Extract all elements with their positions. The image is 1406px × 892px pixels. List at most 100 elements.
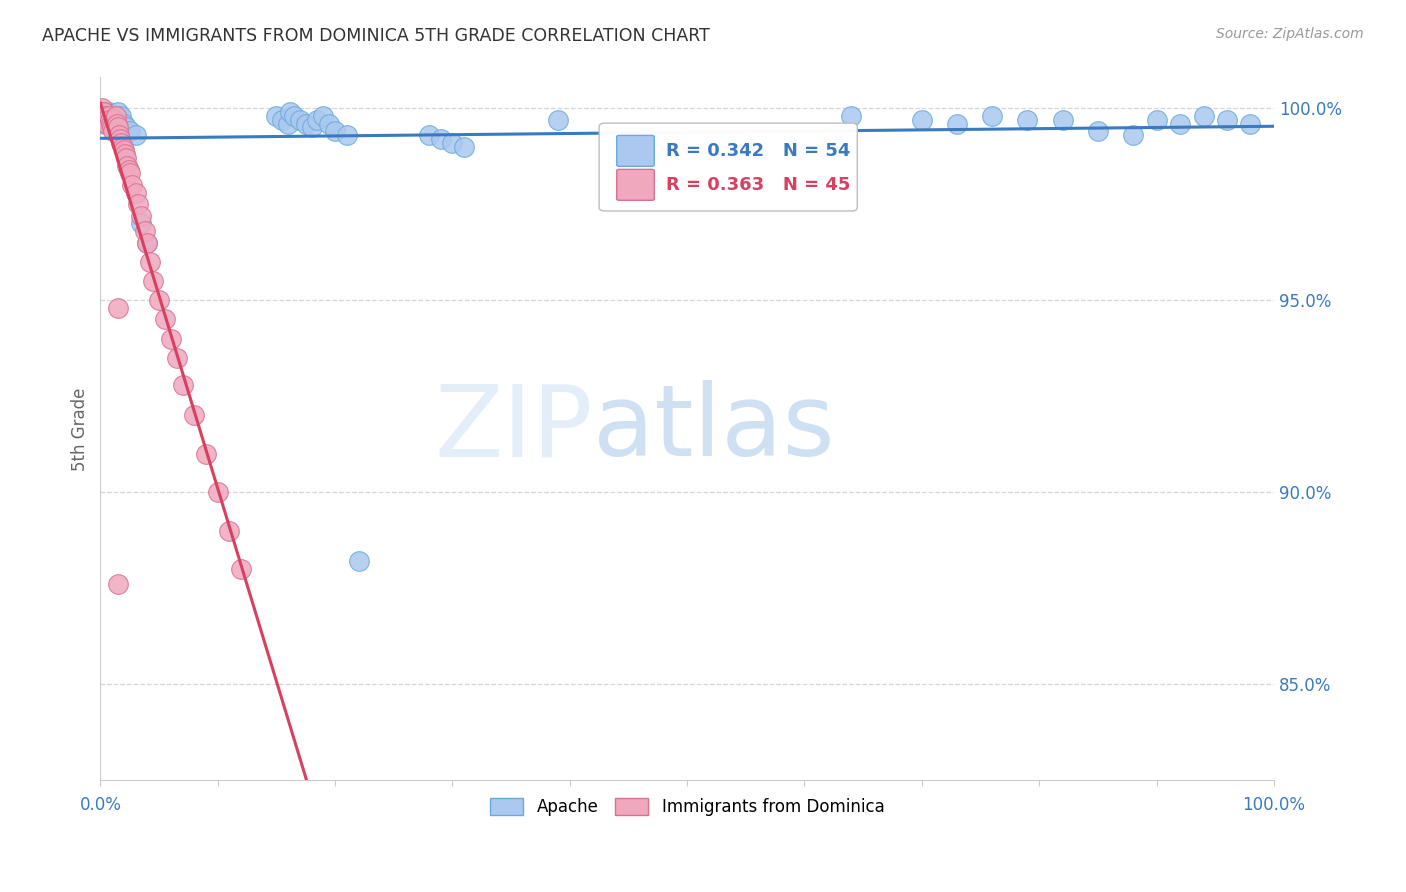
Point	[94, 116, 117, 130]
Point	[117, 162, 139, 177]
Point	[283, 109, 305, 123]
Point	[323, 124, 346, 138]
Point	[93, 105, 115, 120]
Point	[108, 112, 131, 127]
Point	[94, 109, 117, 123]
Point	[115, 151, 138, 165]
Text: ZIP: ZIP	[434, 380, 593, 477]
Point	[104, 109, 127, 123]
Point	[104, 112, 127, 127]
Point	[418, 128, 440, 142]
Point	[101, 112, 124, 127]
Point	[231, 562, 253, 576]
Point	[453, 139, 475, 153]
Point	[1192, 109, 1215, 123]
Point	[1122, 128, 1144, 142]
Point	[118, 166, 141, 180]
Point	[91, 105, 114, 120]
Point	[96, 116, 118, 130]
Point	[100, 116, 122, 130]
Point	[277, 116, 299, 130]
Point	[90, 101, 112, 115]
Text: Source: ZipAtlas.com: Source: ZipAtlas.com	[1216, 27, 1364, 41]
Point	[124, 186, 146, 200]
Point	[318, 116, 340, 130]
Point	[96, 112, 118, 127]
Point	[911, 112, 934, 127]
Point	[307, 112, 329, 127]
Point	[172, 377, 194, 392]
Point	[112, 116, 135, 130]
Point	[107, 105, 129, 120]
Point	[148, 293, 170, 308]
Point	[841, 109, 863, 123]
Point	[107, 120, 129, 135]
FancyBboxPatch shape	[617, 136, 654, 166]
Point	[347, 554, 370, 568]
Point	[118, 124, 141, 138]
Point	[105, 109, 128, 123]
Point	[107, 301, 129, 315]
Point	[218, 524, 240, 538]
Point	[207, 485, 229, 500]
Text: R = 0.363   N = 45: R = 0.363 N = 45	[666, 176, 851, 194]
Point	[103, 109, 125, 123]
Point	[301, 120, 323, 135]
Point	[115, 120, 138, 135]
Point	[336, 128, 359, 142]
Point	[96, 112, 118, 127]
Point	[547, 112, 569, 127]
Point	[138, 254, 160, 268]
FancyBboxPatch shape	[617, 169, 654, 201]
Text: R = 0.342   N = 54: R = 0.342 N = 54	[666, 142, 851, 160]
Point	[98, 109, 121, 123]
Point	[110, 132, 132, 146]
Point	[98, 112, 121, 127]
Point	[131, 216, 153, 230]
Point	[1052, 112, 1074, 127]
Point	[103, 112, 125, 127]
Point	[112, 144, 135, 158]
Point	[153, 312, 176, 326]
Point	[134, 224, 156, 238]
Point	[1216, 112, 1239, 127]
Point	[266, 109, 288, 123]
Point	[111, 139, 134, 153]
Point	[110, 109, 132, 123]
Point	[1087, 124, 1109, 138]
Text: atlas: atlas	[593, 380, 835, 477]
Point	[1239, 116, 1261, 130]
Point	[100, 116, 122, 130]
Legend: Apache, Immigrants from Dominica: Apache, Immigrants from Dominica	[481, 789, 893, 825]
Point	[280, 105, 302, 120]
Text: 0.0%: 0.0%	[79, 796, 121, 814]
Point	[110, 136, 132, 150]
Point	[136, 235, 159, 250]
Point	[124, 128, 146, 142]
Point	[183, 409, 205, 423]
FancyBboxPatch shape	[599, 123, 858, 211]
Point	[136, 235, 159, 250]
Point	[142, 274, 165, 288]
Point	[114, 147, 136, 161]
Point	[96, 109, 118, 123]
Point	[288, 112, 311, 127]
Point	[117, 159, 139, 173]
Point	[312, 109, 335, 123]
Point	[93, 112, 115, 127]
Point	[97, 105, 120, 120]
Point	[1146, 112, 1168, 127]
Text: APACHE VS IMMIGRANTS FROM DOMINICA 5TH GRADE CORRELATION CHART: APACHE VS IMMIGRANTS FROM DOMINICA 5TH G…	[42, 27, 710, 45]
Point	[103, 124, 125, 138]
Point	[91, 109, 114, 123]
Point	[121, 178, 143, 192]
Point	[159, 332, 181, 346]
Point	[103, 120, 125, 135]
Point	[1017, 112, 1039, 127]
Point	[101, 120, 124, 135]
Point	[127, 197, 149, 211]
Point	[194, 447, 217, 461]
Point	[271, 112, 294, 127]
Point	[429, 132, 451, 146]
Point	[107, 577, 129, 591]
